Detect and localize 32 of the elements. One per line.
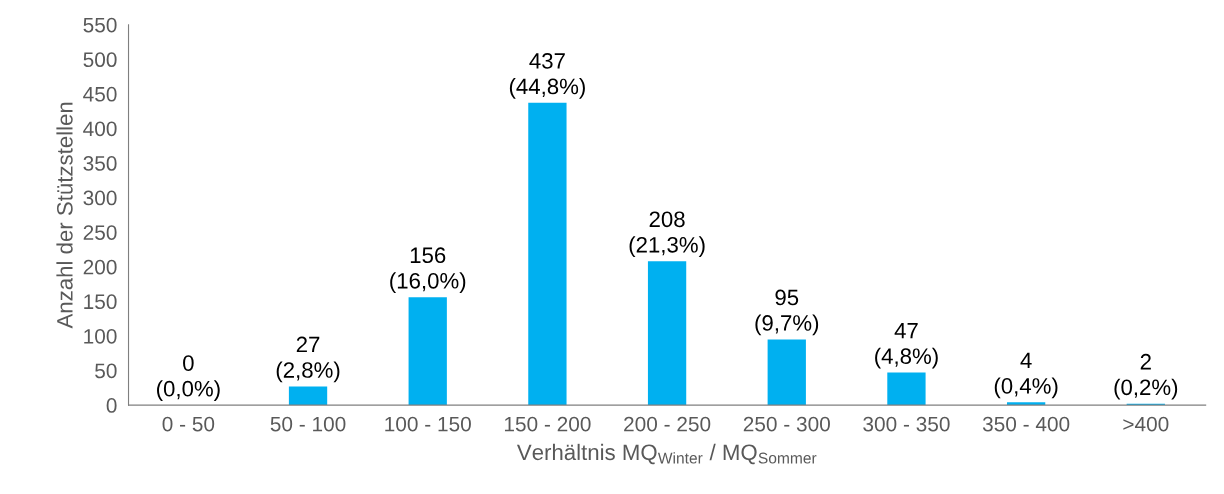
- data-label: 2 (0,2%): [1114, 353, 1178, 400]
- data-label: 0 (0,0%): [157, 355, 220, 401]
- y-tick-label: 50: [95, 363, 117, 379]
- x-tick-label: 200 - 250: [624, 416, 711, 432]
- y-tick-label: 500: [83, 52, 117, 68]
- data-label: 208 (21,3%): [629, 211, 705, 258]
- y-tick-label: 0: [106, 398, 117, 413]
- y-tick-label: 550: [83, 17, 117, 33]
- x-tick-label: >400: [1123, 416, 1169, 432]
- y-tick-label: 100: [84, 328, 117, 344]
- data-label: 156 (16,0%): [390, 247, 466, 294]
- x-tick-label: 50 - 100: [270, 416, 346, 432]
- x-tick-label: 0 - 50: [162, 416, 215, 432]
- y-tick-label: 250: [83, 225, 117, 240]
- x-tick-label: 150 - 200: [504, 416, 591, 432]
- data-label: 47 (4,8%): [875, 322, 938, 369]
- data-label: 27 (2,8%): [276, 336, 340, 383]
- y-tick-label: 200: [83, 259, 117, 275]
- x-axis-title: Verhältnis MQ$_{Winter}$ / MQ$_{Sommer}$: [516, 443, 817, 465]
- x-tick-label: 350 - 400: [982, 416, 1070, 432]
- y-axis-title: Anzahl der Stützstellen: [56, 102, 73, 329]
- y-tick-label: 150: [84, 294, 117, 310]
- data-label: 437 (44,8%): [509, 53, 585, 99]
- y-tick-label: 450: [83, 86, 117, 102]
- data-label: 95 (9,7%): [755, 289, 819, 336]
- x-tick-label: 100 - 150: [385, 416, 471, 432]
- y-tick-label: 350: [83, 156, 117, 171]
- y-tick-label: 400: [83, 121, 117, 137]
- x-tick-label: 250 - 300: [743, 416, 830, 432]
- x-tick-label: 300 - 350: [863, 416, 950, 432]
- y-tick-label: 300: [83, 190, 117, 206]
- data-label: 4 (0,4%): [994, 352, 1058, 399]
